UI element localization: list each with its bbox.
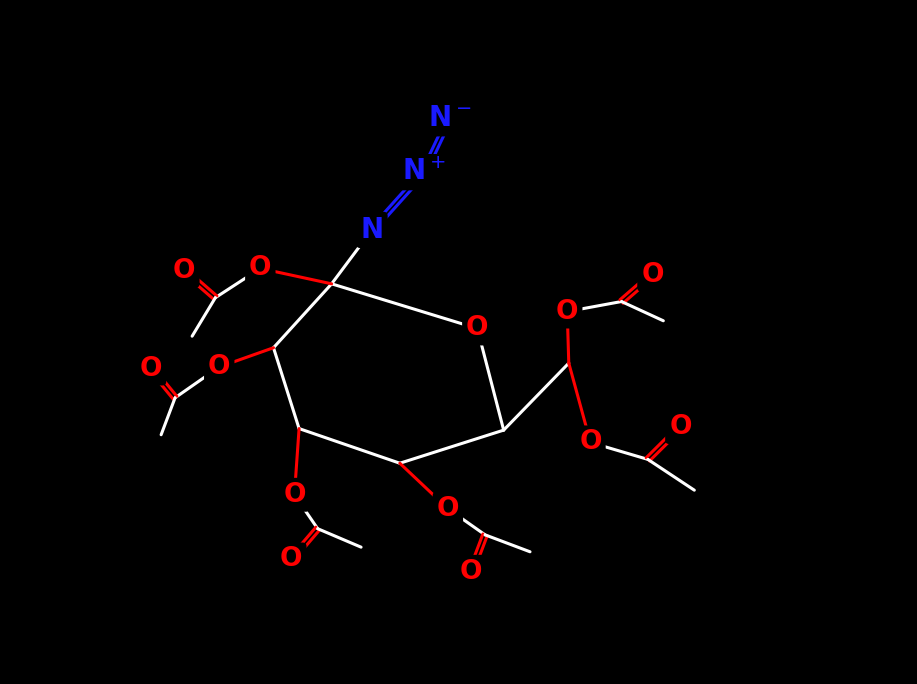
Text: O: O [669,414,691,440]
Text: O: O [641,261,664,287]
Text: O: O [249,255,271,281]
Text: O: O [208,354,230,380]
Text: O: O [459,559,482,585]
Text: O: O [580,430,602,456]
Text: O: O [280,547,303,573]
Text: O: O [139,356,162,382]
Text: O: O [556,298,579,324]
Text: N$^+$: N$^+$ [402,158,446,186]
Text: O: O [436,496,459,522]
Text: O: O [173,258,195,284]
Text: O: O [466,315,489,341]
Text: N: N [360,216,383,244]
Text: O: O [283,482,305,508]
Text: N$^-$: N$^-$ [427,104,471,132]
